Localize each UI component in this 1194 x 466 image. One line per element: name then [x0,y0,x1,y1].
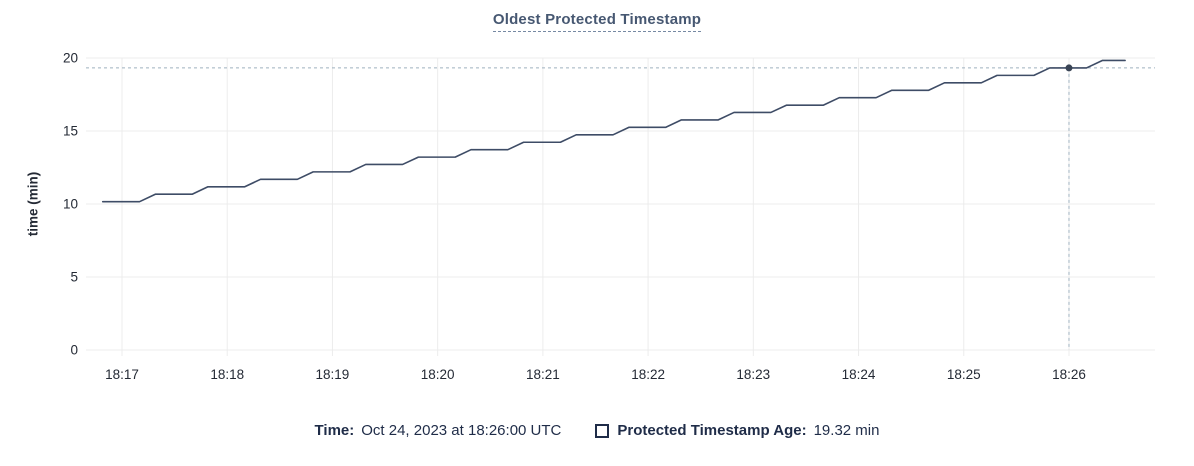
x-tick-label: 18:22 [631,367,665,382]
x-tick-label: 18:21 [526,367,560,382]
x-tick-label: 18:25 [947,367,981,382]
legend-time-label: Time: [314,422,355,439]
legend-time-value: Oct 24, 2023 at 18:26:00 UTC [361,422,562,439]
x-tick-label: 18:17 [105,367,139,382]
chart-legend: Time: Oct 24, 2023 at 18:26:00 UTC Prote… [0,422,1194,440]
hovered-data-point [1065,64,1073,72]
y-tick-label: 5 [70,270,78,285]
chart-title[interactable]: Oldest Protected Timestamp [492,11,702,32]
legend-series-value: 19.32 min [813,422,880,439]
legend-series-checkbox[interactable] [595,424,610,438]
series-line-protected-timestamp-age [101,59,1126,203]
chart-title-row: Oldest Protected Timestamp [0,11,1194,32]
y-tick-label: 0 [70,343,78,358]
x-tick-label: 18:23 [736,367,770,382]
x-tick-label: 18:26 [1052,367,1086,382]
legend-series-label[interactable]: Protected Timestamp Age: [617,422,807,439]
x-tick-label: 18:19 [316,367,350,382]
y-tick-label: 15 [63,124,78,139]
x-tick-label: 18:18 [210,367,244,382]
x-tick-label: 18:20 [421,367,455,382]
chart-plot-area[interactable]: 0 5 10 15 20 18:17 18:18 18:19 18:20 18:21 18:22 18… [0,0,1194,420]
y-tick-label: 10 [63,197,78,212]
x-tick-label: 18:24 [842,367,876,382]
y-tick-label: 20 [63,51,78,66]
